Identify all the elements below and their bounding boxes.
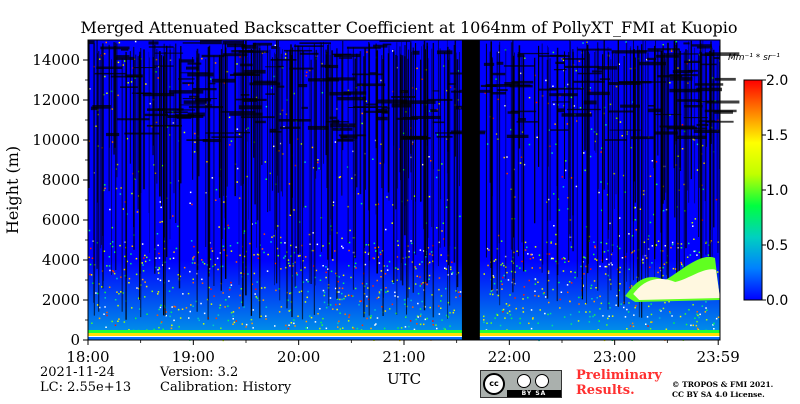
cloud-core <box>633 269 720 300</box>
near-surface-layer <box>88 333 720 336</box>
y-tick-label: 10000 <box>32 131 80 149</box>
chart-title: Merged Attenuated Backscatter Coefficien… <box>81 18 738 37</box>
data-gap <box>461 40 480 340</box>
ground-blind-zone <box>88 337 720 340</box>
x-tick-label: 22:00 <box>488 348 531 366</box>
copyright-note: © TROPOS & FMI 2021. CC BY SA 4.0 Licens… <box>672 380 773 400</box>
y-tick-label: 12000 <box>32 91 80 109</box>
preliminary-line-1: Preliminary <box>576 368 662 383</box>
y-tick-label: 0 <box>70 331 80 349</box>
y-tick-label: 2000 <box>42 291 80 309</box>
x-tick-label: 20:00 <box>277 348 320 366</box>
x-tick-label: 23:59 <box>697 348 740 366</box>
near-surface-layer-halo <box>88 330 720 334</box>
y-tick-label: 8000 <box>42 171 80 189</box>
colorbar-unit: Mm⁻¹ * sr⁻¹ <box>728 53 780 63</box>
lidar-constant: LC: 2.55e+13 <box>40 380 132 395</box>
cc-license-badge: cc BY SA <box>480 370 562 398</box>
copyright-line-2: CC BY SA 4.0 License. <box>672 390 765 399</box>
colorbar-tick-label: 0.5 <box>766 238 788 254</box>
version-label: Version: 3.2 <box>160 365 239 380</box>
share-alike-icon <box>535 374 549 388</box>
colorbar-tick-label: 1.0 <box>766 183 788 199</box>
preliminary-results-label: Preliminary Results. <box>576 368 662 398</box>
y-tick-label: 6000 <box>42 211 80 229</box>
copyright-line-1: © TROPOS & FMI 2021. <box>672 380 774 389</box>
calibration-label: Calibration: History <box>160 380 292 395</box>
x-tick-label: 21:00 <box>382 348 425 366</box>
profile-dropouts <box>88 40 740 320</box>
x-axis-label: UTC <box>387 370 421 388</box>
y-tick-label: 4000 <box>42 251 80 269</box>
colorbar-tick-label: 0.0 <box>766 293 788 309</box>
measurement-date: 2021-11-24 <box>40 365 115 380</box>
cc-icon: cc <box>483 373 505 395</box>
x-tick-label: 18:00 <box>66 348 109 366</box>
y-axis-label: Height (m) <box>3 146 22 234</box>
x-tick-label: 19:00 <box>172 348 215 366</box>
colorbar <box>743 79 763 301</box>
colorbar-tick-label: 2.0 <box>766 73 788 89</box>
cc-license-strip: BY SA <box>507 390 561 397</box>
by-person-icon <box>517 374 531 388</box>
y-tick-label: 14000 <box>32 51 80 69</box>
colorbar-tick-label: 1.5 <box>766 128 788 144</box>
preliminary-line-2: Results. <box>576 383 635 398</box>
x-tick-label: 23:00 <box>593 348 636 366</box>
